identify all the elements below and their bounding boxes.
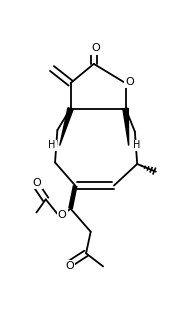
Polygon shape: [60, 108, 73, 146]
Text: O: O: [91, 43, 100, 54]
Text: H: H: [48, 141, 56, 150]
Text: O: O: [65, 261, 74, 271]
Text: O: O: [58, 210, 66, 220]
Text: H: H: [133, 141, 140, 150]
Polygon shape: [123, 108, 129, 146]
Text: O: O: [125, 77, 134, 87]
Text: O: O: [33, 178, 42, 188]
